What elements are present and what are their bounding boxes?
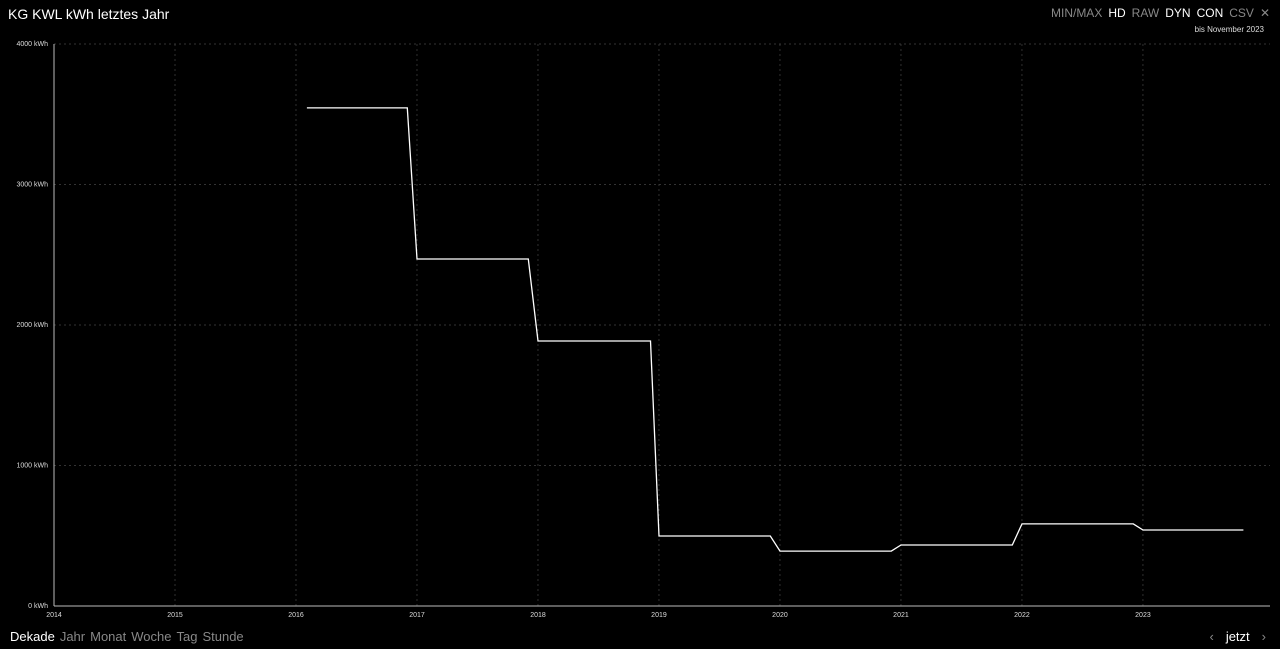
toggle-button[interactable]: MIN/MAX xyxy=(1050,6,1103,20)
prev-button[interactable]: ‹ xyxy=(1209,629,1214,644)
next-button[interactable]: › xyxy=(1261,629,1266,644)
x-tick-label: 2022 xyxy=(1014,612,1030,619)
close-button[interactable]: ✕ xyxy=(1259,6,1270,20)
toolbar: MIN/MAX HD RAW DYN CON CSV ✕ xyxy=(1051,6,1270,20)
range-button[interactable]: Monat xyxy=(90,629,127,644)
y-tick-label: 3000 kWh xyxy=(16,181,48,188)
range-button[interactable]: Stunde xyxy=(202,629,244,644)
navigation: ‹ jetzt › xyxy=(1209,629,1266,644)
toggle-button[interactable]: CON xyxy=(1196,6,1224,20)
x-tick-label: 2018 xyxy=(530,612,546,619)
y-tick-label: 2000 kWh xyxy=(16,322,48,329)
now-button[interactable]: jetzt xyxy=(1225,629,1250,644)
y-tick-label: 4000 kWh xyxy=(16,41,48,48)
y-tick-label: 1000 kWh xyxy=(16,462,48,469)
chart-title: KG KWL kWh letztes Jahr xyxy=(8,6,170,22)
x-tick-label: 2020 xyxy=(772,612,788,619)
range-selector: Dekade Jahr Monat Woche Tag Stunde xyxy=(10,629,244,644)
x-tick-label: 2019 xyxy=(651,612,667,619)
data-line xyxy=(306,107,1244,552)
toggle-button[interactable]: DYN xyxy=(1165,6,1191,20)
x-tick-label: 2016 xyxy=(288,612,304,619)
toggle-button[interactable]: RAW xyxy=(1131,6,1160,20)
range-button[interactable]: Woche xyxy=(131,629,172,644)
x-tick-label: 2017 xyxy=(409,612,425,619)
toggle-button[interactable]: CSV xyxy=(1229,6,1254,20)
range-button[interactable]: Tag xyxy=(176,629,198,644)
chart-subtitle: bis November 2023 xyxy=(1194,25,1264,34)
y-tick-label: 0 kWh xyxy=(28,603,48,610)
toggle-button[interactable]: HD xyxy=(1108,6,1126,20)
x-tick-label: 2023 xyxy=(1135,612,1151,619)
range-button[interactable]: Dekade xyxy=(10,629,55,644)
x-tick-label: 2015 xyxy=(167,612,183,619)
range-button[interactable]: Jahr xyxy=(59,629,86,644)
x-tick-label: 2014 xyxy=(46,612,62,619)
x-tick-label: 2021 xyxy=(893,612,909,619)
